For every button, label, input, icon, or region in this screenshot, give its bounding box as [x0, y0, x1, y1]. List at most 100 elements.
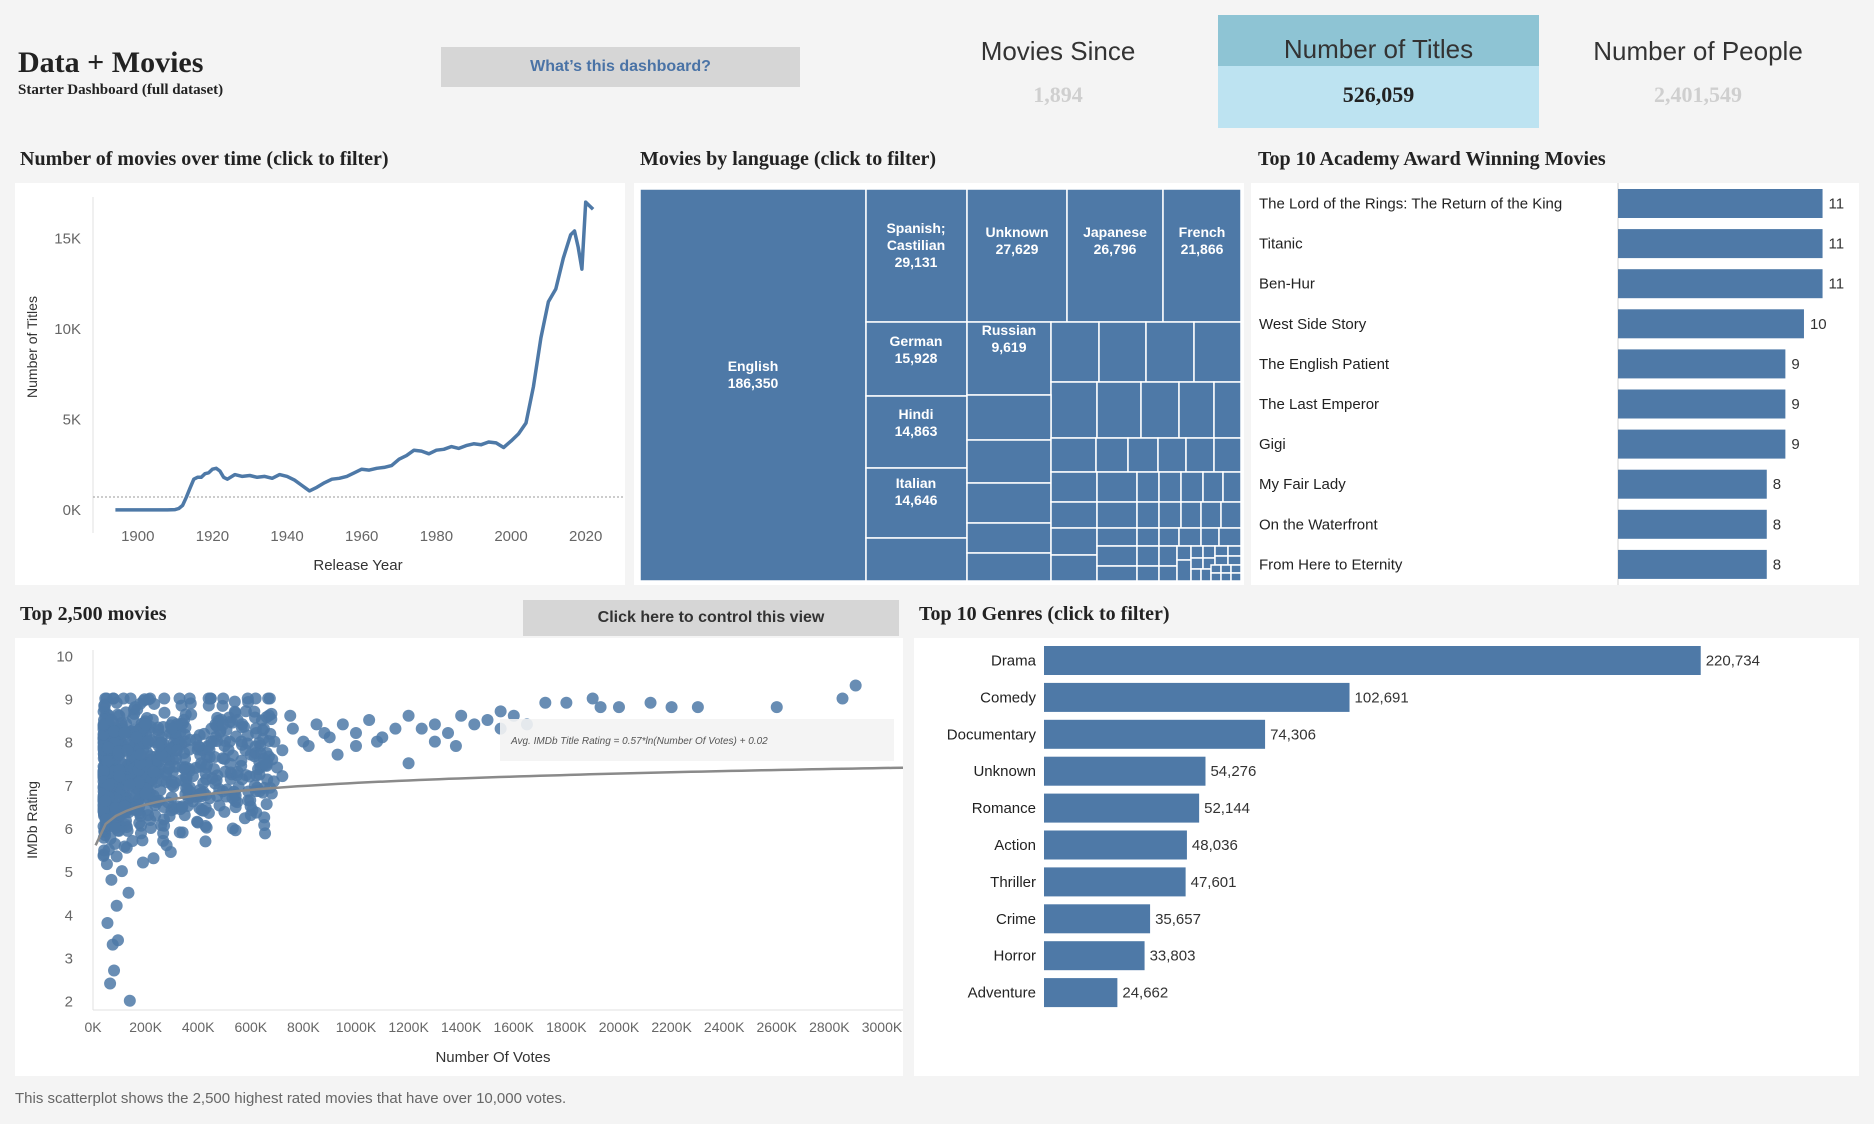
- scatter-point[interactable]: [229, 801, 242, 814]
- treemap-cell-small[interactable]: [966, 522, 1052, 554]
- scatter-point[interactable]: [229, 824, 242, 837]
- treemap-cell-small[interactable]: [1190, 545, 1204, 559]
- treemap-cell-small[interactable]: [1176, 559, 1192, 582]
- scatter-point[interactable]: [102, 778, 115, 791]
- award-bar[interactable]: [1618, 309, 1804, 339]
- scatter-point[interactable]: [173, 826, 186, 839]
- treemap-cell-small[interactable]: [966, 394, 1052, 441]
- scatter-point[interactable]: [226, 791, 239, 804]
- scatter-point[interactable]: [191, 816, 204, 829]
- treemap-cell-spanish[interactable]: [865, 188, 968, 323]
- award-bar[interactable]: [1618, 189, 1823, 218]
- scatter-point[interactable]: [199, 835, 212, 848]
- treemap-cell-small[interactable]: [1220, 564, 1232, 574]
- scatter-point[interactable]: [200, 821, 213, 834]
- treemap-cell-small[interactable]: [1136, 565, 1160, 582]
- scatter-point[interactable]: [260, 798, 273, 811]
- scatter-point[interactable]: [371, 735, 384, 748]
- genre-bar[interactable]: [1044, 756, 1206, 786]
- genre-bar[interactable]: [1044, 646, 1701, 675]
- awards-row[interactable]: Titanic 11: [1259, 229, 1844, 259]
- scatter-point[interactable]: [349, 739, 362, 752]
- scatter-point[interactable]: [106, 938, 119, 951]
- scatter-point[interactable]: [109, 802, 122, 815]
- scatter-point[interactable]: [257, 752, 270, 765]
- scatter-point[interactable]: [481, 714, 494, 727]
- scatter-point[interactable]: [286, 722, 299, 735]
- scatter-point[interactable]: [318, 727, 331, 739]
- scatter-point[interactable]: [108, 964, 121, 977]
- treemap-cell-small[interactable]: [1136, 471, 1160, 503]
- scatter-point[interactable]: [310, 718, 323, 731]
- genre-row[interactable]: Horror 33,803: [993, 941, 1195, 971]
- kpi-movies-since-label[interactable]: Movies Since: [980, 36, 1136, 66]
- scatter-point[interactable]: [258, 819, 271, 832]
- kpi-people-label[interactable]: Number of People: [1593, 36, 1803, 66]
- awards-bar-chart[interactable]: The Lord of the Rings: The Return of the…: [1251, 183, 1859, 585]
- treemap-cell-small[interactable]: [1220, 572, 1232, 582]
- treemap-cell-german[interactable]: [865, 321, 968, 397]
- genre-row[interactable]: Documentary 74,306: [947, 719, 1316, 749]
- genres-bar-chart[interactable]: Drama 220,734 Comedy 102,691 Documentary 74,3…: [914, 638, 1859, 1076]
- scatter-point[interactable]: [102, 843, 115, 856]
- scatter-point[interactable]: [594, 701, 607, 714]
- scatter-point[interactable]: [123, 994, 136, 1007]
- treemap-cell-small[interactable]: [1050, 437, 1097, 473]
- scatter-point[interactable]: [158, 706, 171, 719]
- scatter-point[interactable]: [105, 873, 118, 886]
- scatter-point[interactable]: [179, 735, 192, 748]
- treemap-cell-small[interactable]: [1227, 555, 1242, 566]
- scatter-point[interactable]: [218, 752, 231, 765]
- treemap-cell-small[interactable]: [1200, 527, 1220, 547]
- treemap-cell-small[interactable]: [1190, 568, 1202, 582]
- scatter-point[interactable]: [455, 709, 468, 722]
- scatter-point[interactable]: [265, 787, 278, 800]
- awards-row[interactable]: Ben-Hur 11: [1259, 269, 1844, 299]
- treemap-cell-small[interactable]: [1096, 545, 1138, 567]
- scatter-point[interactable]: [104, 977, 117, 990]
- scatter-point[interactable]: [428, 735, 441, 748]
- scatter-point[interactable]: [132, 776, 145, 789]
- scatter-point[interactable]: [173, 692, 186, 705]
- genre-bar[interactable]: [1044, 904, 1151, 934]
- awards-row[interactable]: The English Patient 9: [1259, 349, 1800, 379]
- awards-row[interactable]: The Last Emperor 9: [1259, 389, 1800, 419]
- treemap-cell-small[interactable]: [1096, 565, 1138, 582]
- scatter-point[interactable]: [200, 761, 213, 774]
- scatter-point[interactable]: [276, 770, 289, 783]
- scatter-point[interactable]: [349, 727, 362, 739]
- scatter-point[interactable]: [101, 917, 114, 929]
- scatter-point[interactable]: [217, 718, 230, 731]
- scatter-point[interactable]: [160, 839, 173, 852]
- scatter-point[interactable]: [284, 709, 297, 722]
- genre-bar[interactable]: [1044, 941, 1145, 971]
- scatter-point[interactable]: [257, 722, 270, 735]
- awards-row[interactable]: The Lord of the Rings: The Return of the…: [1259, 189, 1844, 218]
- treemap-cell-small[interactable]: [1220, 501, 1242, 529]
- treemap-cell-small[interactable]: [1213, 437, 1242, 473]
- trend-line[interactable]: [94, 766, 904, 846]
- genre-row[interactable]: Thriller 47,601: [990, 867, 1237, 897]
- scatter-point[interactable]: [560, 696, 573, 709]
- genre-row[interactable]: Unknown 54,276: [973, 756, 1256, 786]
- genre-bar[interactable]: [1044, 793, 1200, 823]
- award-bar[interactable]: [1618, 469, 1767, 499]
- scatter-point[interactable]: [644, 696, 657, 709]
- treemap-cell-small[interactable]: [1218, 527, 1242, 547]
- treemap-cell-french[interactable]: [1162, 188, 1242, 323]
- scatter-point[interactable]: [202, 692, 215, 705]
- treemap-cell-small[interactable]: [1202, 545, 1216, 559]
- scatter-point[interactable]: [136, 856, 149, 869]
- scatter-point[interactable]: [253, 736, 266, 749]
- scatter-point[interactable]: [302, 739, 315, 752]
- scatter-point[interactable]: [612, 701, 625, 714]
- treemap-cell-small[interactable]: [1200, 568, 1212, 582]
- kpi-titles-body[interactable]: [1218, 66, 1539, 128]
- scatter-point[interactable]: [197, 804, 210, 817]
- scatter-point[interactable]: [110, 850, 123, 863]
- scatter-point[interactable]: [110, 696, 123, 709]
- scatter-point[interactable]: [262, 692, 275, 705]
- scatter-point[interactable]: [205, 735, 218, 748]
- scatter-point[interactable]: [389, 722, 402, 735]
- treemap-cell-small[interactable]: [1096, 527, 1138, 547]
